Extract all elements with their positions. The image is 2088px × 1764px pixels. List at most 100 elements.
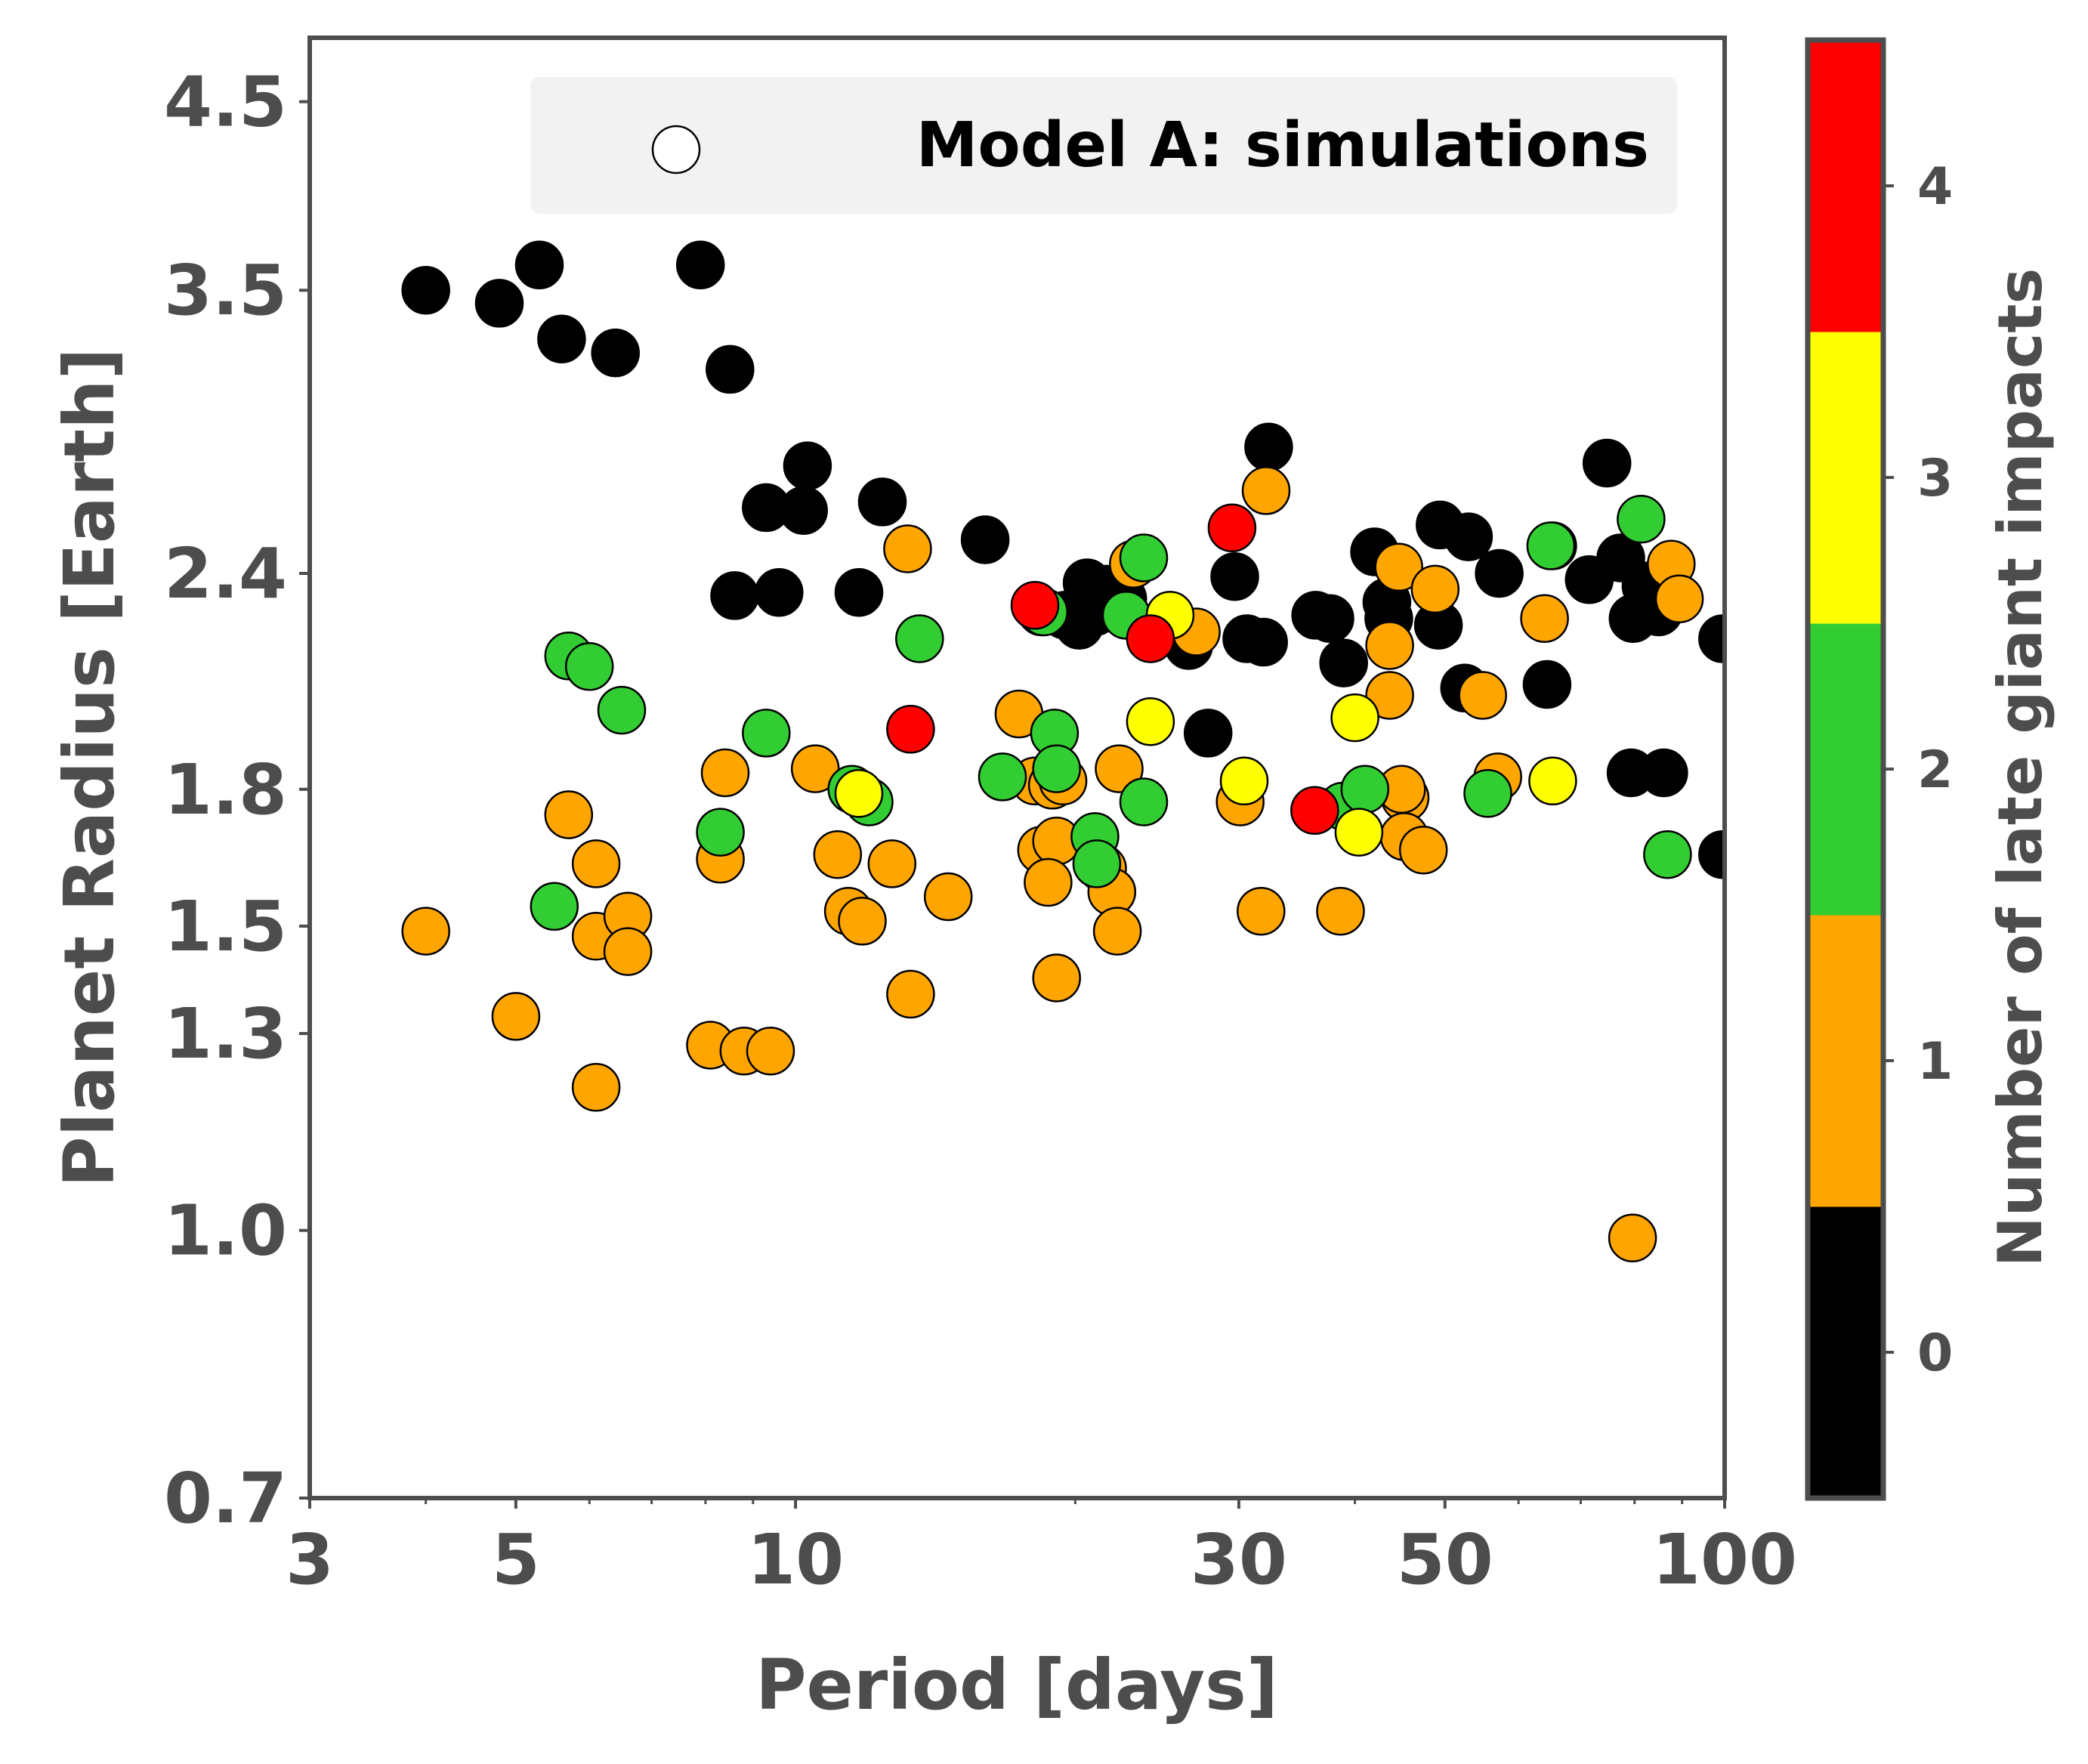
data-point	[1290, 786, 1339, 836]
y-axis: 0.7 1.0 1.3 1.5 1.8 2.4 3.5 4.5	[164, 62, 310, 1539]
data-point	[537, 314, 586, 363]
legend-box	[530, 77, 1677, 214]
data-point	[1458, 671, 1507, 720]
data-point	[746, 1027, 795, 1076]
colorbar-segment	[1808, 332, 1883, 624]
x-axis: 3 5 10 30 50 100	[286, 1498, 1797, 1600]
data-point	[571, 839, 621, 888]
data-point	[1526, 521, 1576, 570]
data-point	[790, 744, 840, 793]
data-point	[1024, 857, 1073, 907]
colorbar-tick-label: 3	[1917, 449, 1953, 508]
data-point	[1334, 808, 1384, 857]
data-point	[1398, 825, 1448, 875]
data-point	[1305, 594, 1354, 643]
data-point	[1319, 638, 1368, 687]
data-point	[696, 808, 745, 857]
data-point	[1410, 564, 1460, 614]
y-tick-label: 1.8	[164, 749, 287, 830]
data-point	[1207, 503, 1257, 553]
data-point	[1698, 829, 1722, 879]
data-point	[1522, 660, 1572, 709]
colorbar-tick-label: 1	[1917, 1032, 1953, 1092]
data-point	[1608, 1213, 1657, 1262]
data-point	[978, 752, 1027, 802]
x-tick-label: 30	[1191, 1519, 1287, 1600]
data-point	[1119, 533, 1169, 582]
data-point	[1244, 422, 1293, 472]
data-point	[886, 969, 935, 1019]
data-point	[1617, 494, 1666, 544]
data-point	[960, 515, 1010, 564]
data-point	[1241, 466, 1291, 515]
y-tick-label: 4.5	[164, 62, 287, 143]
data-point	[1639, 748, 1688, 798]
data-point	[834, 769, 884, 818]
data-point	[1374, 542, 1423, 592]
data-point	[530, 882, 579, 931]
data-point	[1095, 744, 1144, 793]
data-point	[1092, 907, 1142, 956]
y-tick-label: 1.0	[164, 1191, 287, 1271]
data-point	[491, 992, 541, 1041]
colorbar-tick-label: 0	[1917, 1324, 1953, 1383]
data-point	[1237, 886, 1286, 936]
data-point	[1032, 953, 1081, 1002]
data-point	[1340, 765, 1390, 814]
data-point	[1032, 744, 1081, 793]
colorbar-tick-label: 4	[1917, 157, 1953, 217]
data-point	[1183, 709, 1233, 758]
data-point	[1219, 756, 1269, 806]
data-point	[886, 705, 935, 754]
data-point	[755, 567, 804, 617]
y-tick-label: 0.7	[164, 1458, 287, 1539]
x-tick-label: 5	[492, 1519, 540, 1600]
y-tick-label: 1.3	[164, 993, 287, 1074]
data-point	[1528, 756, 1577, 806]
data-point	[1365, 621, 1414, 670]
x-tick-label: 10	[747, 1519, 844, 1600]
data-point	[838, 897, 887, 946]
data-point	[474, 279, 524, 328]
data-point	[675, 240, 725, 290]
y-axis-label: Planet Radius [Earth]	[49, 348, 130, 1187]
data-point	[1239, 617, 1288, 667]
data-point	[895, 614, 944, 663]
legend-marker	[651, 125, 701, 175]
data-point	[834, 567, 884, 617]
data-point	[603, 927, 653, 976]
x-tick-label: 3	[286, 1519, 334, 1600]
data-point	[813, 829, 863, 879]
x-tick-label: 100	[1652, 1519, 1797, 1600]
y-tick-label: 1.5	[164, 886, 287, 967]
data-point	[867, 839, 917, 888]
data-point	[1330, 693, 1379, 743]
data-point	[1365, 671, 1414, 720]
data-point	[1520, 594, 1569, 643]
plot-frame	[307, 36, 1727, 1500]
data-point	[401, 907, 450, 956]
data-point	[706, 344, 755, 394]
colorbar-segment	[1808, 623, 1883, 916]
points-layer	[401, 240, 1722, 1262]
y-tick-label: 3.5	[164, 250, 287, 331]
legend: Model A: simulations	[530, 77, 1677, 214]
data-point	[1119, 777, 1169, 826]
colorbar-segment	[1808, 1206, 1883, 1499]
data-point	[597, 685, 647, 735]
data-point	[700, 748, 750, 798]
data-point	[514, 240, 564, 290]
x-tick-label: 50	[1397, 1519, 1493, 1600]
data-point	[783, 441, 832, 490]
colorbar-segment	[1808, 40, 1883, 332]
data-point	[544, 790, 594, 839]
data-point	[1210, 551, 1259, 601]
colorbar: 0 1 2 3 4	[1805, 37, 1953, 1501]
data-point	[1475, 548, 1524, 598]
data-point	[779, 486, 828, 535]
legend-label: Model A: simulations	[916, 110, 1649, 181]
data-point	[571, 1063, 621, 1112]
data-point	[1010, 581, 1060, 630]
